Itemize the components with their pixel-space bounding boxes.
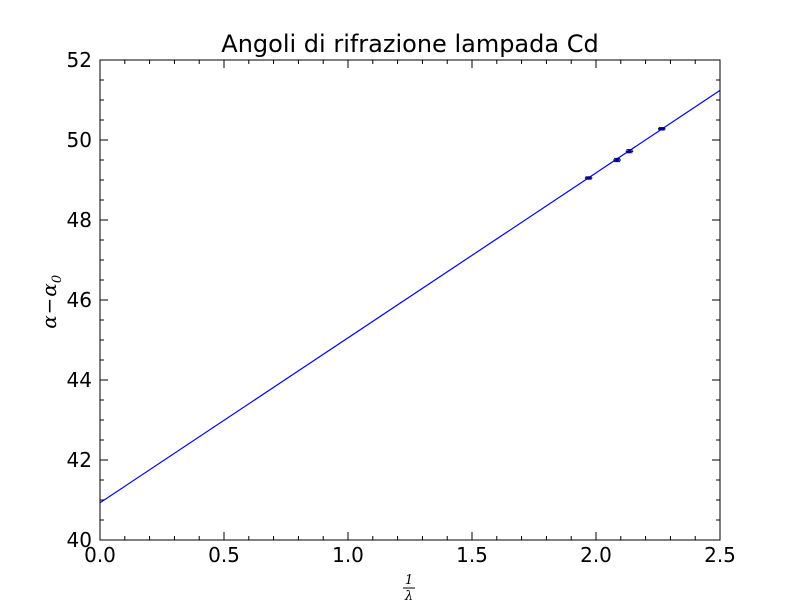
y-tick-label: 52 (67, 48, 92, 72)
y-tick-label: 46 (67, 288, 92, 312)
plot-background (100, 60, 720, 540)
data-point-2 (613, 157, 621, 163)
x-tick-label: 0.0 (84, 543, 116, 567)
data-point-1 (584, 176, 593, 180)
y-label-alpha: α (37, 315, 61, 329)
y-label-alpha-0: α (37, 283, 61, 297)
x-label-denominator: λ (404, 589, 413, 600)
ticks-group: 0.0 0.5 1.0 1.5 2.0 2.5 40 42 44 46 48 50 52 (67, 48, 736, 567)
x-tick-label: 1.5 (456, 543, 488, 567)
y-tick-label: 40 (67, 528, 92, 552)
plot-frame (99, 59, 721, 541)
data-marker (586, 176, 591, 180)
x-tick-label: 2.5 (704, 543, 736, 567)
y-label-subscript: 0 (50, 275, 65, 283)
y-tick-label: 44 (67, 368, 92, 392)
y-tick-label: 48 (67, 208, 92, 232)
data-point-3 (625, 149, 634, 154)
y-tick-label: 50 (67, 128, 92, 152)
plot-area (100, 60, 720, 540)
data-points-group (584, 127, 666, 180)
x-axis-label: 1 λ (403, 573, 415, 600)
data-marker (660, 127, 664, 131)
x-tick-label: 2.0 (580, 543, 612, 567)
y-label-minus: − (37, 298, 61, 315)
data-point-4 (658, 127, 666, 131)
x-tick-label: 0.5 (208, 543, 240, 567)
data-marker (627, 149, 632, 153)
data-marker (615, 158, 619, 162)
y-tick-label: 42 (67, 448, 92, 472)
y-axis-label: α − α 0 (37, 275, 65, 329)
x-label-numerator: 1 (405, 573, 413, 588)
x-tick-label: 1.0 (332, 543, 364, 567)
chart-title: Angoli di rifrazione lampada Cd (221, 30, 598, 58)
